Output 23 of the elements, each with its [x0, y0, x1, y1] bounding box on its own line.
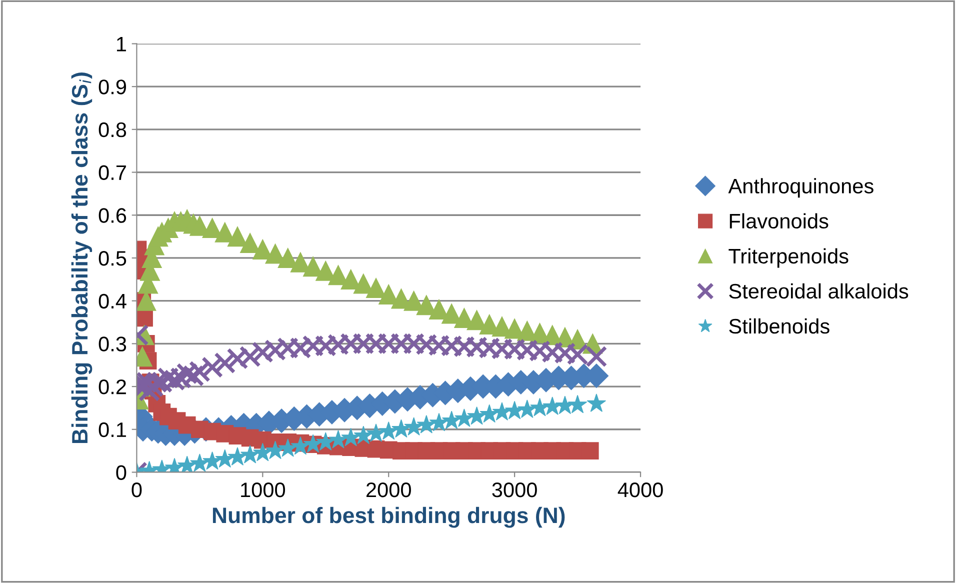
x-tick-label: 4000: [618, 482, 663, 498]
x-tick-label: 3000: [492, 482, 537, 498]
y-tick-label: 0.7: [98, 165, 126, 180]
x-tick-label: 1000: [241, 482, 286, 498]
x-tick-label: 0: [132, 482, 142, 498]
legend-label: Triterpenoids: [728, 248, 848, 268]
y-tick-label: 1: [116, 36, 126, 52]
y-tick-label: 0.1: [98, 422, 126, 438]
y-tick-label: 0.8: [98, 122, 126, 138]
legend-label: Stilbenoids: [729, 318, 830, 334]
y-tick-label: 0.9: [98, 80, 126, 94]
y-tick-label: 0.2: [98, 380, 126, 394]
y-axis-title: Binding Probability of the class (S$_{i}$): [71, 72, 92, 444]
x-tick-label: 2000: [366, 482, 411, 498]
y-tick-label: 0.5: [98, 250, 126, 266]
y-tick-label: 0.3: [98, 336, 126, 352]
y-tick-label: 0.6: [98, 208, 126, 223]
legend-label: Anthroquinones: [728, 178, 874, 198]
legend-label: Flavonoids: [730, 213, 828, 229]
legend-label: Stereoidal alkaloids: [729, 283, 908, 299]
x-axis-title: Number of best binding drugs (N): [212, 506, 565, 528]
y-tick-label: 0.4: [98, 294, 126, 309]
y-tick-label: 0: [116, 465, 126, 480]
